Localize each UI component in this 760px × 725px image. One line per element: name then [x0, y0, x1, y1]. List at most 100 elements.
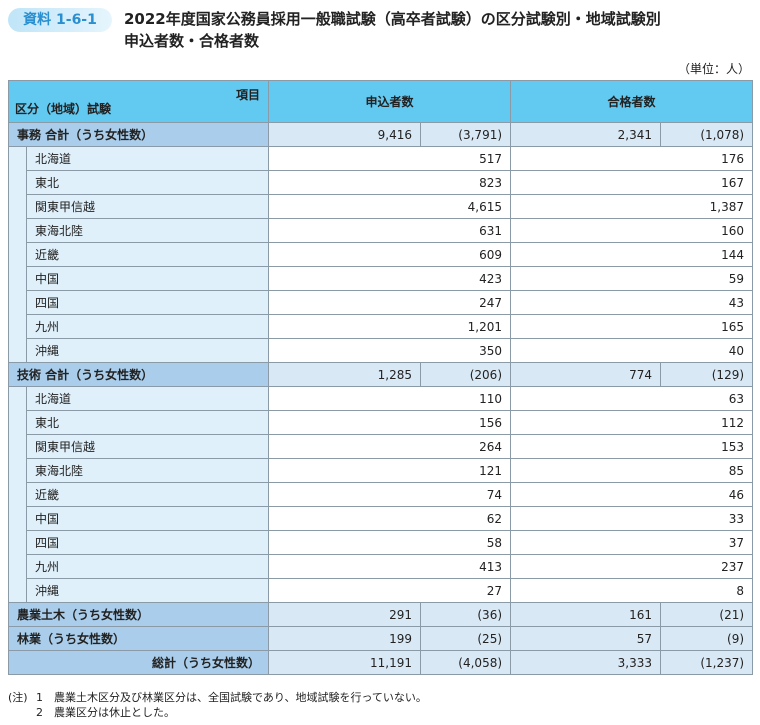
cell: 27 — [267, 578, 512, 603]
row-label: 近畿 — [26, 482, 269, 507]
row-label: 沖縄 — [26, 578, 269, 603]
cell: 121 — [267, 458, 512, 483]
cell: 413 — [267, 554, 512, 579]
cell: 161 — [510, 602, 662, 627]
cell: (206) — [419, 362, 512, 387]
row-label: 四国 — [26, 530, 269, 555]
cell: (1,237) — [660, 650, 754, 675]
cell: 237 — [510, 554, 754, 579]
region-row: 九州 1,201 165 — [8, 314, 754, 339]
region-row: 九州 413 237 — [8, 554, 754, 579]
unit: （単位：人） — [677, 62, 750, 76]
region-row: 四国 58 37 — [8, 530, 754, 555]
indent — [8, 554, 27, 579]
row-label: 四国 — [26, 290, 269, 315]
region-row: 北海道 110 63 — [8, 386, 754, 411]
cell: 350 — [267, 338, 512, 363]
row-label: 九州 — [26, 554, 269, 579]
row-label: 北海道 — [26, 386, 269, 411]
row-label: 沖縄 — [26, 338, 269, 363]
cell: 517 — [267, 146, 512, 171]
cell: 144 — [510, 242, 754, 267]
row-label: 技術 合計（うち女性数） — [8, 362, 269, 387]
row-label: 中国 — [26, 506, 269, 531]
cell: 1,201 — [267, 314, 512, 339]
cell: 8 — [510, 578, 754, 603]
notes: (注) 1 農業土木区分及び林業区分は、全国試験であり、地域試験を行っていない。 2 農… — [8, 690, 427, 720]
indent — [8, 482, 27, 507]
cell: 199 — [268, 626, 421, 651]
cell: (1,078) — [660, 122, 754, 147]
indent — [8, 218, 27, 243]
column-header: 合格者数 — [510, 80, 754, 123]
cell: 631 — [267, 218, 512, 243]
summary-row: 農業土木（うち女性数） 291 (36) 161 (21) — [8, 602, 754, 627]
row-label: 近畿 — [26, 242, 269, 267]
cell: 43 — [510, 290, 754, 315]
row-label: 九州 — [26, 314, 269, 339]
cell: 609 — [267, 242, 512, 267]
cell: 58 — [267, 530, 512, 555]
cell: 153 — [510, 434, 754, 459]
cell: 62 — [267, 506, 512, 531]
cell: (25) — [419, 626, 512, 651]
indent — [8, 314, 27, 339]
row-label: 東海北陸 — [26, 218, 269, 243]
indent — [8, 458, 27, 483]
cell: 823 — [267, 170, 512, 195]
cell: (129) — [660, 362, 754, 387]
row-label: 関東甲信越 — [26, 434, 269, 459]
region-row: 関東甲信越 264 153 — [8, 434, 754, 459]
cell: 2,341 — [510, 122, 662, 147]
indent — [8, 506, 27, 531]
region-row: 近畿 74 46 — [8, 482, 754, 507]
cell: 156 — [267, 410, 512, 435]
region-row: 沖縄 350 40 — [8, 338, 754, 363]
cell: 63 — [510, 386, 754, 411]
cell: 74 — [267, 482, 512, 507]
cell: 46 — [510, 482, 754, 507]
badge: 資料 1-6-1 — [8, 8, 112, 32]
title-line: 2022年度国家公務員採用一般職試験（高卒者試験）の区分試験別・地域試験別 — [124, 10, 661, 28]
title-line: 申込者数・合格者数 — [124, 32, 260, 50]
region-row: 東北 156 112 — [8, 410, 754, 435]
cell: 59 — [510, 266, 754, 291]
row-label: 事務 合計（うち女性数） — [8, 122, 269, 147]
cell: 85 — [510, 458, 754, 483]
note-line: (注) 1 農業土木区分及び林業区分は、全国試験であり、地域試験を行っていない。 — [8, 690, 427, 705]
region-row: 中国 62 33 — [8, 506, 754, 531]
indent — [8, 578, 27, 603]
row-label: 東北 — [26, 410, 269, 435]
indent — [8, 290, 27, 315]
summary-row: 技術 合計（うち女性数） 1,285 (206) 774 (129) — [8, 362, 754, 387]
cell: 1,285 — [268, 362, 421, 387]
indent — [8, 242, 27, 267]
region-row: 東海北陸 121 85 — [8, 458, 754, 483]
note-number: 1 — [36, 691, 43, 704]
cell: 37 — [510, 530, 754, 555]
cell: 11,191 — [268, 650, 421, 675]
cell: 423 — [267, 266, 512, 291]
cell: 264 — [267, 434, 512, 459]
table-body: 項目 区分（地域）試験 申込者数 合格者数 事務 合計（うち女性数） 9,416(… — [8, 80, 754, 675]
data-table: 項目 区分（地域）試験 申込者数 合格者数 事務 合計（うち女性数） 9,416(… — [8, 80, 754, 675]
row-label: 中国 — [26, 266, 269, 291]
cell: (3,791) — [419, 122, 512, 147]
region-row: 東海北陸 631 160 — [8, 218, 754, 243]
row-label: 農業土木（うち女性数） — [8, 602, 269, 627]
row-label: 林業（うち女性数） — [8, 626, 269, 651]
indent — [8, 338, 27, 363]
cell: 40 — [510, 338, 754, 363]
indent — [8, 170, 27, 195]
column-header: 申込者数 — [267, 80, 512, 123]
cell: 176 — [510, 146, 754, 171]
cell: 33 — [510, 506, 754, 531]
row-label: 総計（うち女性数） — [8, 650, 269, 675]
cell: (9) — [660, 626, 754, 651]
region-row: 近畿 609 144 — [8, 242, 754, 267]
corner-top: 項目 — [235, 88, 260, 102]
title: 2022年度国家公務員採用一般職試験（高卒者試験）の区分試験別・地域試験別 申込… — [124, 8, 661, 52]
cell: (36) — [419, 602, 512, 627]
cell: 9,416 — [268, 122, 421, 147]
row-label: 東海北陸 — [26, 458, 269, 483]
